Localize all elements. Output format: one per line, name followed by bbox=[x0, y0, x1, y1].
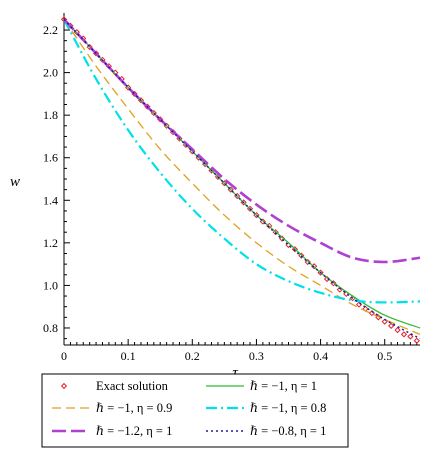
legend-entry-3: ℏ = −1, η = 0.8 bbox=[206, 401, 326, 415]
series-line bbox=[63, 18, 421, 340]
y-tick-label: 1.8 bbox=[43, 108, 58, 122]
y-tick-label: 1.6 bbox=[43, 151, 58, 165]
x-tick-label: 0.2 bbox=[185, 349, 200, 363]
series-4 bbox=[63, 18, 421, 264]
axes: 0.8 1.0 1.2 1.4 1.6 1.8 2.0 2.2 0 0.1 0.2 0.3 0.4 0.5 bbox=[43, 13, 420, 363]
legend-entry-0: Exact solution bbox=[60, 379, 169, 393]
legend-marker bbox=[60, 382, 68, 390]
data-point bbox=[298, 252, 305, 259]
x-tick-label: 0.1 bbox=[121, 349, 136, 363]
data-point bbox=[60, 16, 68, 23]
data-point bbox=[400, 331, 408, 338]
x-tick-label: 0.5 bbox=[377, 349, 392, 363]
y-tick-label: 1.0 bbox=[43, 278, 58, 292]
legend-entry-5: ℏ = −0.8, η = 1 bbox=[206, 424, 326, 438]
series-line bbox=[63, 18, 421, 264]
x-axis-title: τ bbox=[232, 365, 238, 381]
legend-label: ℏ = −1, η = 0.8 bbox=[250, 401, 326, 415]
data-point bbox=[413, 337, 420, 344]
series-layer bbox=[60, 16, 421, 344]
series-0 bbox=[60, 16, 420, 344]
legend-entry-2: ℏ = −1, η = 0.9 bbox=[52, 401, 172, 415]
series-line bbox=[63, 18, 421, 329]
data-point bbox=[394, 326, 401, 334]
data-point bbox=[291, 246, 299, 253]
series-1 bbox=[63, 18, 421, 329]
x-tick-label: 0.3 bbox=[249, 349, 264, 363]
y-tick-label: 2.2 bbox=[43, 23, 58, 37]
data-point bbox=[388, 322, 395, 329]
legend-box bbox=[41, 373, 349, 448]
legend: Exact solution ℏ = −1, η = 1 ℏ = −1, η = 0… bbox=[41, 373, 349, 448]
y-tick-label: 0.8 bbox=[43, 321, 58, 335]
data-point bbox=[272, 229, 279, 236]
legend-entry-4: ℏ = −1.2, η = 1 bbox=[52, 424, 172, 438]
series-5 bbox=[63, 18, 421, 340]
data-point bbox=[86, 43, 93, 51]
x-tick-label: 0.4 bbox=[313, 349, 328, 363]
data-point bbox=[304, 258, 311, 266]
y-axis-title: w bbox=[10, 174, 20, 190]
data-point bbox=[407, 333, 414, 340]
legend-label: ℏ = −1.2, η = 1 bbox=[96, 424, 172, 438]
legend-label: Exact solution bbox=[96, 379, 169, 393]
series-line bbox=[63, 19, 421, 335]
legend-label: ℏ = −1, η = 1 bbox=[250, 379, 317, 393]
x-tick-label: 0 bbox=[61, 349, 67, 363]
legend-label: ℏ = −1, η = 0.9 bbox=[96, 401, 172, 415]
legend-entry-1: ℏ = −1, η = 1 bbox=[206, 379, 317, 393]
y-tick-label: 2.0 bbox=[43, 66, 58, 80]
legend-label: ℏ = −0.8, η = 1 bbox=[250, 424, 326, 438]
y-tick-label: 1.2 bbox=[43, 236, 58, 250]
series-2 bbox=[63, 19, 421, 335]
y-tick-label: 1.4 bbox=[43, 193, 58, 207]
